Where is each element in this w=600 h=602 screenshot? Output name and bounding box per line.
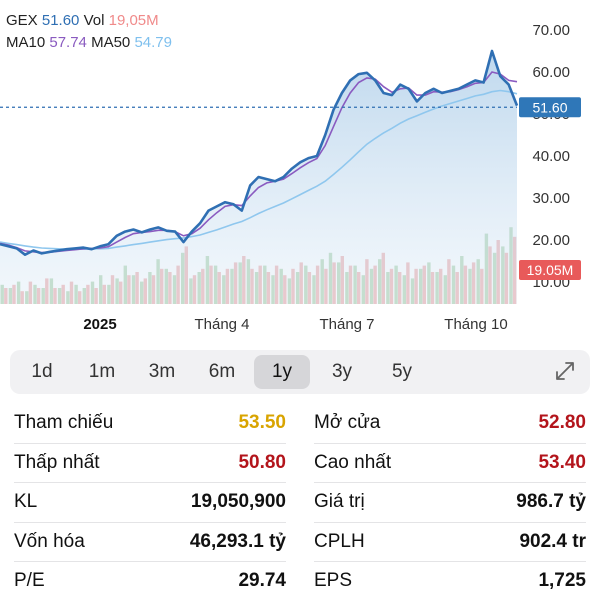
legend-ma10-label: MA10 [6, 34, 46, 51]
range-1d-button[interactable]: 1d [14, 355, 70, 389]
current-price-tag: 51.60 [519, 97, 581, 118]
y-tick-label: 20.00 [532, 232, 570, 249]
divider [314, 442, 586, 444]
legend-price: 51.60 [41, 12, 80, 29]
y-tick-label: 60.00 [532, 64, 570, 81]
legend-row-ma: MA10 57.74 MA50 54.79 [6, 32, 172, 54]
stat-shares-outstanding: CPLH 902.4 tr [314, 523, 586, 561]
divider [14, 482, 286, 483]
stat-value-traded: Giá trị 986.7 tỷ [314, 483, 586, 521]
price-line [0, 49, 519, 256]
stats-row: Tham chiếu 53.50 Mở cửa 52.80 [0, 404, 600, 444]
stat-value: 986.7 tỷ [516, 491, 586, 512]
legend-row-price: GEX 51.60 Vol 19,05M [6, 10, 172, 32]
range-3y-button[interactable]: 3y [314, 355, 370, 389]
stat-eps: EPS 1,725 [314, 562, 586, 600]
x-axis: 2025 Tháng 4 Tháng 7 Tháng 10 [83, 316, 507, 333]
stats-row: KL 19,050,900 Giá trị 986.7 tỷ [0, 483, 600, 523]
chart-legend: GEX 51.60 Vol 19,05M MA10 57.74 MA50 54.… [6, 10, 172, 54]
stat-market-cap: Vốn hóa 46,293.1 tỷ [14, 523, 286, 561]
x-tick-label: Tháng 7 [319, 316, 374, 333]
range-5y-button[interactable]: 5y [374, 355, 430, 389]
y-tick-label: 40.00 [532, 148, 570, 165]
stat-label: P/E [14, 570, 45, 591]
y-tick-label: 70.00 [532, 22, 570, 39]
range-1m-button[interactable]: 1m [74, 355, 130, 389]
current-price-label: 51.60 [532, 99, 567, 115]
stat-label: Giá trị [314, 491, 365, 512]
stats-row: Thấp nhất 50.80 Cao nhất 53.40 [0, 444, 600, 483]
range-3m-button[interactable]: 3m [134, 355, 190, 389]
stat-label: Thấp nhất [14, 451, 100, 473]
stat-low: Thấp nhất 50.80 [14, 444, 286, 482]
stat-value: 19,050,900 [190, 491, 286, 512]
x-tick-label: 2025 [83, 316, 116, 333]
stat-value: 902.4 tr [519, 530, 586, 552]
ticker-symbol: GEX [6, 12, 38, 29]
divider [14, 561, 286, 562]
legend-vol-value: 19,05M [108, 12, 159, 29]
legend-ma50-value: 54.79 [134, 34, 172, 51]
range-6m-button[interactable]: 6m [194, 355, 250, 389]
expand-icon[interactable] [554, 360, 576, 382]
stat-pe: P/E 29.74 [14, 562, 286, 600]
stat-value: 50.80 [238, 451, 286, 473]
x-tick-label: Tháng 4 [194, 316, 249, 333]
stat-label: Vốn hóa [14, 530, 85, 552]
stat-volume: KL 19,050,900 [14, 483, 286, 521]
stat-open: Mở cửa 52.80 [314, 404, 586, 442]
stock-stats-table: Tham chiếu 53.50 Mở cửa 52.80 Thấp nhất … [0, 404, 600, 602]
stat-label: Cao nhất [314, 451, 392, 473]
stat-value: 52.80 [538, 412, 586, 433]
divider [14, 442, 286, 444]
stat-value: 53.50 [238, 412, 286, 433]
legend-ma10-value: 57.74 [49, 34, 87, 51]
stats-row: Vốn hóa 46,293.1 tỷ CPLH 902.4 tr [0, 523, 600, 562]
divider [14, 521, 286, 523]
divider [314, 561, 586, 562]
range-1y-button[interactable]: 1y [254, 355, 310, 389]
stat-high: Cao nhất 53.40 [314, 444, 586, 482]
y-tick-label: 30.00 [532, 190, 570, 207]
stat-label: Mở cửa [314, 412, 381, 433]
time-range-selector: 1d 1m 3m 6m 1y 3y 5y [10, 350, 590, 394]
stat-label: KL [14, 491, 38, 512]
current-volume-label: 19.05M [527, 262, 574, 278]
current-volume-tag: 19.05M [519, 260, 581, 280]
stat-value: 1,725 [538, 570, 586, 591]
divider [314, 521, 586, 523]
stat-value: 29.74 [238, 570, 286, 591]
stats-row: P/E 29.74 EPS 1,725 [0, 562, 600, 602]
legend-vol-label: Vol [83, 12, 105, 29]
stat-label: EPS [314, 570, 353, 591]
stat-reference: Tham chiếu 53.50 [14, 404, 286, 442]
stat-label: CPLH [314, 530, 365, 552]
stat-label: Tham chiếu [14, 412, 114, 433]
x-tick-label: Tháng 10 [444, 316, 507, 333]
legend-ma50-label: MA50 [91, 34, 131, 51]
stat-value: 46,293.1 tỷ [189, 530, 286, 552]
divider [314, 482, 586, 483]
stat-value: 53.40 [538, 451, 586, 473]
